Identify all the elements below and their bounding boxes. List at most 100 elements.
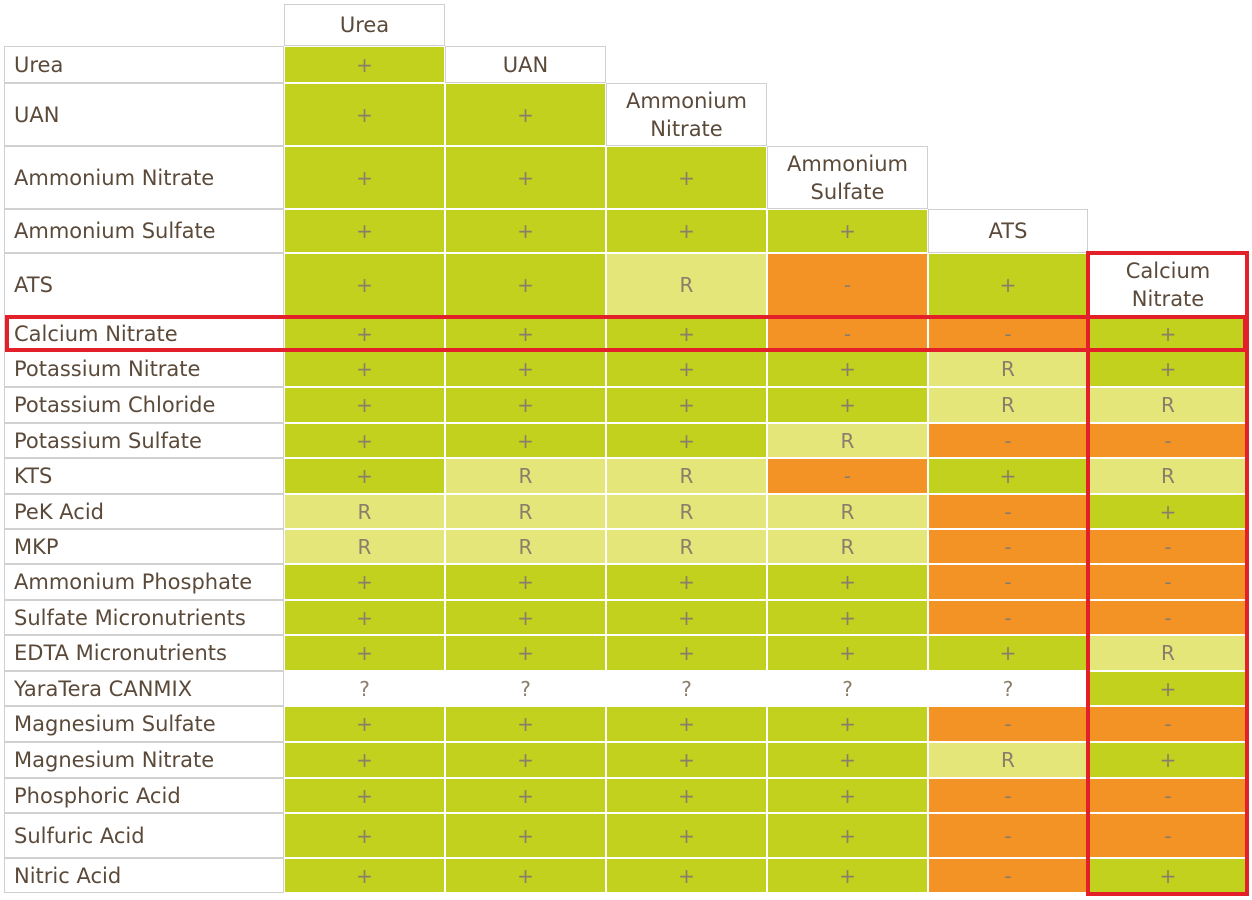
compat-cell: +: [445, 209, 606, 253]
compat-cell: +: [284, 858, 445, 893]
compat-cell: +: [445, 600, 606, 635]
row-label: Urea: [4, 46, 284, 83]
row-highlight: [5, 315, 1247, 352]
compat-cell: +: [767, 387, 928, 423]
row-label: MKP: [4, 529, 284, 564]
row-label: Ammonium Nitrate: [4, 146, 284, 209]
compat-cell: +: [1088, 316, 1248, 351]
compat-cell: +: [606, 635, 767, 671]
compat-cell: +: [606, 351, 767, 387]
compat-cell: +: [1088, 351, 1248, 387]
row-label: Nitric Acid: [4, 858, 284, 893]
row-label: EDTA Micronutrients: [4, 635, 284, 671]
compat-cell: +: [284, 423, 445, 458]
compat-cell: +: [767, 858, 928, 893]
row-label: Potassium Sulfate: [4, 423, 284, 458]
compat-cell: -: [767, 253, 928, 316]
compat-cell: +: [606, 706, 767, 742]
compat-cell: -: [1088, 529, 1248, 564]
column-header: Calcium Nitrate: [1088, 253, 1248, 316]
row-label: Sulfate Micronutrients: [4, 600, 284, 635]
compat-cell: +: [284, 209, 445, 253]
compat-cell: +: [284, 146, 445, 209]
compat-cell: +: [767, 351, 928, 387]
row-label: Magnesium Sulfate: [4, 706, 284, 742]
row-label: KTS: [4, 458, 284, 494]
compat-cell: +: [445, 423, 606, 458]
compat-cell: -: [1088, 778, 1248, 813]
compat-cell: +: [606, 742, 767, 778]
compat-cell: ?: [767, 671, 928, 706]
compat-cell: R: [767, 529, 928, 564]
compat-cell: R: [284, 494, 445, 529]
compat-cell: ?: [928, 671, 1088, 706]
compat-cell: +: [767, 209, 928, 253]
compat-cell: +: [606, 387, 767, 423]
compat-cell: +: [767, 778, 928, 813]
compat-cell: R: [445, 529, 606, 564]
column-header: Ammonium Nitrate: [606, 83, 767, 146]
row-label: ATS: [4, 253, 284, 316]
compat-cell: +: [767, 600, 928, 635]
column-header: ATS: [928, 209, 1088, 253]
compat-cell: +: [284, 813, 445, 858]
column-header: UAN: [445, 46, 606, 83]
column-highlight: [1086, 251, 1249, 896]
compat-cell: -: [1088, 600, 1248, 635]
compat-cell: +: [284, 742, 445, 778]
compat-cell: +: [767, 742, 928, 778]
column-header: Ammonium Sulfate: [767, 146, 928, 209]
compat-cell: +: [606, 564, 767, 600]
compat-cell: R: [767, 494, 928, 529]
row-label: Sulfuric Acid: [4, 813, 284, 858]
compat-cell: R: [445, 458, 606, 494]
compat-cell: +: [1088, 671, 1248, 706]
compat-cell: +: [928, 458, 1088, 494]
compat-cell: R: [606, 253, 767, 316]
row-label: Potassium Nitrate: [4, 351, 284, 387]
compat-cell: +: [606, 858, 767, 893]
compat-cell: +: [284, 600, 445, 635]
compat-cell: +: [284, 778, 445, 813]
compat-cell: +: [928, 635, 1088, 671]
compat-cell: R: [928, 742, 1088, 778]
compat-cell: +: [767, 564, 928, 600]
compat-cell: +: [1088, 742, 1248, 778]
compat-cell: +: [284, 458, 445, 494]
compat-cell: R: [928, 387, 1088, 423]
compat-cell: +: [606, 423, 767, 458]
compat-cell: -: [1088, 423, 1248, 458]
compat-cell: R: [284, 529, 445, 564]
row-label: PeK Acid: [4, 494, 284, 529]
compat-cell: +: [284, 46, 445, 83]
compat-cell: +: [284, 706, 445, 742]
column-header: Urea: [284, 4, 445, 46]
compat-cell: +: [445, 706, 606, 742]
compat-cell: -: [928, 858, 1088, 893]
compat-cell: +: [445, 635, 606, 671]
compat-cell: R: [1088, 458, 1248, 494]
compat-cell: +: [284, 253, 445, 316]
compat-cell: +: [767, 635, 928, 671]
compat-cell: +: [606, 146, 767, 209]
compat-cell: +: [606, 209, 767, 253]
compat-cell: +: [445, 813, 606, 858]
row-label: Magnesium Nitrate: [4, 742, 284, 778]
compat-cell: -: [928, 813, 1088, 858]
compat-cell: +: [1088, 494, 1248, 529]
compat-cell: +: [767, 706, 928, 742]
compat-cell: +: [284, 83, 445, 146]
compat-cell: +: [445, 564, 606, 600]
compat-cell: R: [606, 494, 767, 529]
row-label: Ammonium Phosphate: [4, 564, 284, 600]
compat-cell: -: [928, 423, 1088, 458]
compat-cell: +: [284, 564, 445, 600]
compat-cell: +: [445, 742, 606, 778]
compat-cell: -: [928, 600, 1088, 635]
compat-cell: R: [928, 351, 1088, 387]
compat-cell: +: [606, 316, 767, 351]
compat-cell: +: [928, 253, 1088, 316]
compat-cell: -: [928, 706, 1088, 742]
row-label: Ammonium Sulfate: [4, 209, 284, 253]
compat-cell: ?: [445, 671, 606, 706]
